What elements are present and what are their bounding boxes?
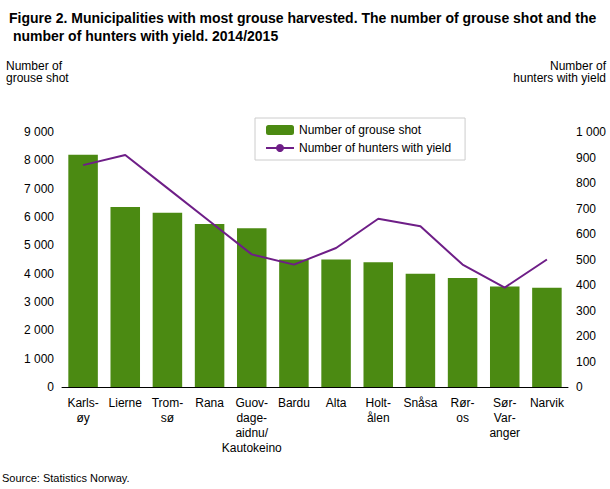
svg-text:Holt-: Holt- [366, 396, 391, 410]
svg-text:Source: Statistics Norway.: Source: Statistics Norway. [2, 472, 130, 484]
svg-text:7 000: 7 000 [24, 182, 54, 196]
svg-text:3 000: 3 000 [24, 295, 54, 309]
svg-text:hunters with yield: hunters with yield [513, 71, 606, 85]
svg-text:Guov-: Guov- [235, 396, 268, 410]
svg-text:900: 900 [576, 151, 596, 165]
svg-text:Alta: Alta [326, 396, 347, 410]
svg-text:0: 0 [47, 380, 54, 394]
svg-text:Narvik: Narvik [530, 396, 565, 410]
svg-text:Snåsa: Snåsa [403, 396, 437, 410]
svg-text:Figure 2. Municipalities with: Figure 2. Municipalities with most grous… [9, 10, 597, 26]
svg-text:Rør-: Rør- [451, 396, 475, 410]
svg-text:400: 400 [576, 278, 596, 292]
svg-text:300: 300 [576, 304, 596, 318]
svg-text:Number of: Number of [550, 59, 606, 73]
svg-text:Number of grouse shot: Number of grouse shot [299, 123, 422, 137]
svg-text:anger: anger [489, 426, 520, 440]
svg-text:2 000: 2 000 [24, 323, 54, 337]
svg-text:number of hunters with yield.: number of hunters with yield. 2014/2015 [9, 28, 278, 44]
svg-text:sø: sø [161, 411, 175, 425]
svg-text:1 000: 1 000 [576, 125, 606, 139]
svg-text:Rana: Rana [195, 396, 224, 410]
svg-text:800: 800 [576, 176, 596, 190]
svg-text:Bardu: Bardu [278, 396, 310, 410]
svg-text:Number of: Number of [6, 59, 62, 73]
svg-text:5 000: 5 000 [24, 238, 54, 252]
svg-text:600: 600 [576, 227, 596, 241]
svg-text:9 000: 9 000 [24, 125, 54, 139]
svg-text:200: 200 [576, 329, 596, 343]
svg-text:Sør-: Sør- [493, 396, 516, 410]
svg-text:Lierne: Lierne [109, 396, 143, 410]
svg-text:øy: øy [76, 411, 89, 425]
svg-text:ålen: ålen [367, 411, 390, 425]
svg-text:4 000: 4 000 [24, 267, 54, 281]
svg-text:dage-: dage- [236, 411, 267, 425]
svg-text:aidnu/: aidnu/ [235, 426, 268, 440]
svg-text:Karls-: Karls- [67, 396, 98, 410]
svg-text:Kautokeino: Kautokeino [222, 441, 282, 455]
svg-text:Number of hunters with yield: Number of hunters with yield [299, 141, 451, 155]
svg-text:0: 0 [576, 380, 583, 394]
svg-text:os: os [456, 411, 469, 425]
svg-text:1 000: 1 000 [24, 352, 54, 366]
svg-text:grouse shot: grouse shot [6, 71, 69, 85]
svg-text:700: 700 [576, 202, 596, 216]
svg-text:100: 100 [576, 355, 596, 369]
svg-text:Trom-: Trom- [152, 396, 184, 410]
svg-text:Var-: Var- [494, 411, 516, 425]
svg-text:6 000: 6 000 [24, 210, 54, 224]
svg-text:8 000: 8 000 [24, 153, 54, 167]
svg-text:500: 500 [576, 253, 596, 267]
